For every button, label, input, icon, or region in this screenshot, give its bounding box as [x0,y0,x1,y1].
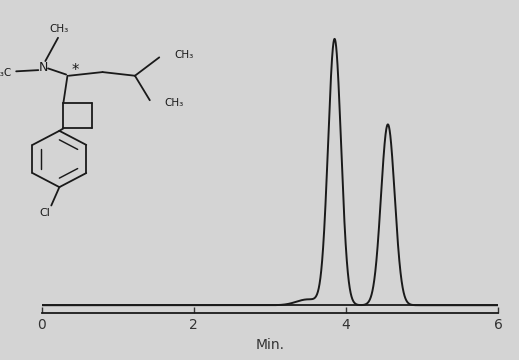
Text: Cl: Cl [39,208,50,218]
Text: H₃C: H₃C [0,68,11,78]
Text: N: N [38,61,48,74]
Text: CH₃: CH₃ [165,98,184,108]
Text: CH₃: CH₃ [50,24,69,34]
Text: CH₃: CH₃ [174,50,193,60]
Text: *: * [72,63,79,78]
X-axis label: Min.: Min. [255,338,284,352]
